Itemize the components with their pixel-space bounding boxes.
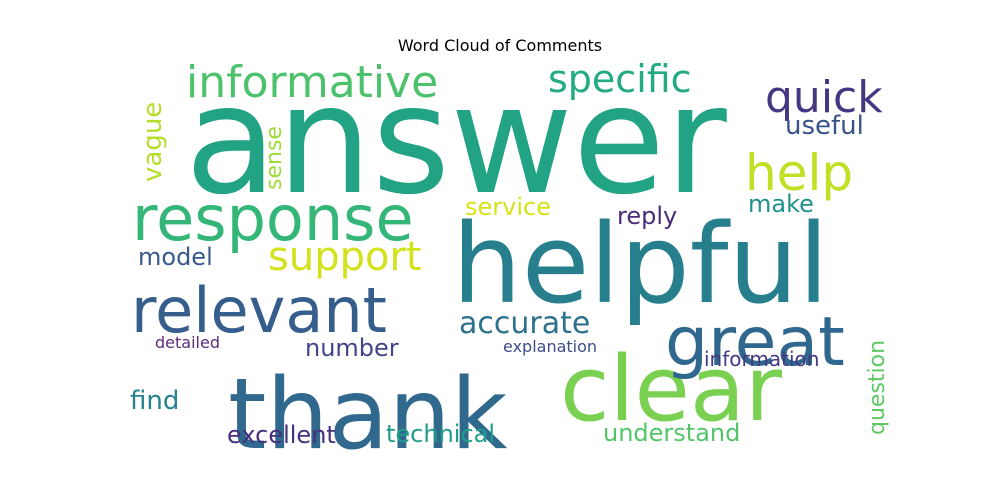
word-make: make bbox=[748, 190, 814, 218]
word-model: model bbox=[138, 243, 213, 271]
word-number: number bbox=[305, 334, 399, 362]
word-specific: specific bbox=[548, 57, 692, 101]
word-technical: technical bbox=[386, 420, 495, 448]
word-explanation: explanation bbox=[503, 337, 597, 356]
word-find: find bbox=[130, 386, 179, 416]
chart-title: Word Cloud of Comments bbox=[397, 36, 603, 55]
word-response: response bbox=[132, 182, 414, 255]
word-sense: sense bbox=[262, 126, 287, 190]
word-help: help bbox=[745, 144, 853, 202]
word-service: service bbox=[465, 193, 551, 221]
word-excellent: excellent bbox=[227, 421, 336, 449]
word-useful: useful bbox=[785, 111, 864, 141]
word-detailed: detailed bbox=[155, 333, 220, 352]
word-reply: reply bbox=[617, 202, 677, 230]
word-support: support bbox=[268, 234, 422, 280]
word-answer: answer bbox=[185, 54, 727, 228]
word-helpful: helpful bbox=[452, 200, 829, 328]
word-great: great bbox=[665, 303, 845, 382]
word-relevant: relevant bbox=[131, 274, 387, 347]
word-question: question bbox=[865, 340, 890, 435]
word-vague: vague bbox=[138, 102, 168, 182]
word-accurate: accurate bbox=[459, 306, 590, 341]
word-informative: informative bbox=[186, 57, 438, 108]
word-information: information bbox=[704, 347, 819, 371]
word-understand: understand bbox=[603, 419, 740, 447]
word-quick: quick bbox=[765, 72, 883, 123]
word-thank: thank bbox=[228, 358, 508, 472]
word-clear: clear bbox=[560, 337, 782, 442]
